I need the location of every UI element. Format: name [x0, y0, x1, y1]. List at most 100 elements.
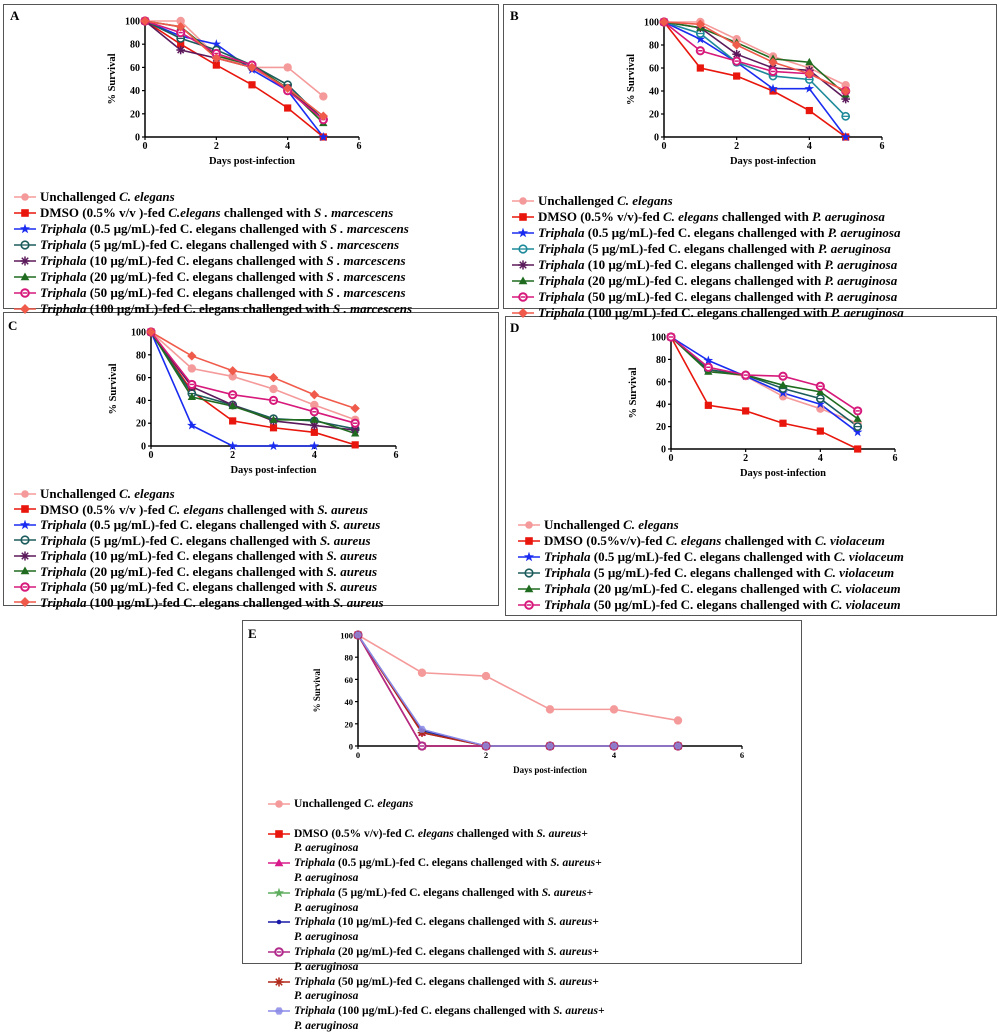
chart-a-legend-pathogen: S . marcescens	[326, 253, 406, 269]
chart-c-y-tick: 60	[136, 373, 146, 384]
chart-e-series-3-line	[357, 634, 678, 747]
chart-c-series-1-line	[150, 331, 356, 446]
chart-e-legend-symbol	[274, 947, 284, 957]
panel-e	[242, 620, 802, 964]
chart-a-legend-pathogen: S . marcescens	[314, 205, 394, 221]
chart-d-y-tick: 60	[656, 377, 666, 388]
chart-b-legend-marker	[512, 276, 534, 285]
chart-e-legend-mid: (0.5 µg/mL)-fed C. elegans challenged wi…	[335, 857, 551, 870]
chart-d-legend-symbol	[524, 584, 534, 593]
chart-c-series-6-point	[309, 407, 319, 417]
chart-a-series-0-point	[176, 16, 185, 26]
chart-a-legend-mid: (10 µg/mL)-fed C. elegans challenged wit…	[86, 253, 327, 269]
chart-b-legend-italic: Triphala	[538, 241, 585, 257]
chart-b-x-tick: 0	[662, 141, 667, 152]
chart-d-legend-italic: Triphala	[544, 581, 591, 597]
chart-c-series-5-point	[269, 415, 278, 423]
chart-d-legend-italic: C. elegans	[665, 533, 722, 549]
chart-e-series-1-line	[357, 634, 678, 747]
chart-d-legend-marker	[518, 600, 540, 610]
chart-a-legend-mid: (20 µg/mL)-fed C. elegans challenged wit…	[86, 269, 327, 285]
panel-label-d: D	[510, 320, 520, 335]
chart-b-legend-item: Triphala (10 µg/mL)-fed C. elegans chall…	[512, 257, 904, 273]
chart-e-legend-marker	[268, 977, 290, 987]
chart-e-series-0-line	[357, 634, 679, 722]
chart-e-y-tick: 40	[345, 697, 354, 707]
chart-e-legend-pathogen: S. aureus+	[553, 1005, 605, 1018]
chart-b-legend-lead: DMSO (0.5% v/v)-fed	[538, 209, 663, 225]
chart-e-series-6-line	[357, 634, 678, 747]
chart-e-legend-item: Unchallenged C. elegans	[268, 797, 605, 827]
chart-a-series-2-point	[318, 131, 329, 142]
chart-a-series-2-point	[211, 39, 222, 49]
chart-c-series-7-point	[350, 403, 360, 414]
chart-b-y-label: % Survival	[626, 54, 637, 105]
chart-d-y-tick: 100	[651, 333, 666, 344]
chart-e-series-7-line	[357, 634, 678, 747]
chart-d-series-2-line	[670, 336, 859, 433]
chart-c-legend-marker	[14, 551, 36, 561]
chart-d-series-4-point	[853, 414, 862, 422]
chart-d-series-1-point	[779, 419, 787, 427]
chart-e-series-0-point	[417, 668, 427, 677]
chart-e-y-tick: 60	[345, 675, 354, 685]
chart-c-series-5-line	[150, 331, 356, 435]
chart-d-legend-italic: Triphala	[544, 597, 591, 613]
chart-a-legend-italic: Triphala	[40, 269, 87, 285]
chart-c-y-tick: 0	[141, 442, 146, 453]
chart-e-legend-item: Triphala (10 µg/mL)-fed C. elegans chall…	[268, 915, 605, 945]
chart-d-legend-lead: DMSO (0.5%v/v)-fed	[544, 533, 666, 549]
chart-a-series-6-line	[144, 20, 324, 121]
chart-e-legend-symbol	[275, 800, 283, 808]
chart-c-series-5-point	[228, 401, 237, 410]
chart-a-legend-italic: Triphala	[40, 285, 87, 301]
chart-d-y-tick: 20	[656, 422, 666, 433]
chart-a-legend-label: Triphala (100 µg/mL)-fed C. elegans chal…	[40, 301, 412, 317]
chart-d-series-4-point	[816, 387, 825, 395]
chart-b-series-1-line	[663, 21, 847, 138]
chart-a-legend-mid: (100 µg/mL)-fed C. elegans challenged wi…	[86, 301, 334, 317]
chart-e-series-5-point	[417, 741, 427, 751]
chart-d-legend-label: Triphala (5 µg/mL)-fed C. elegans challe…	[544, 565, 894, 581]
chart-d-legend-mid: (0.5 µg/mL)-fed C. elegans challenged wi…	[590, 549, 834, 565]
chart-c-legend-pathogen: C. elegans	[119, 486, 175, 501]
chart-e-legend-label: Triphala (10 µg/mL)-fed C. elegans chall…	[294, 915, 599, 945]
chart-c-legend-marker	[14, 581, 36, 592]
chart-b-legend-marker	[512, 260, 534, 270]
chart-b-legend-label: DMSO (0.5% v/v)-fed C. elegans challenge…	[538, 209, 885, 225]
panel-label-c: C	[8, 318, 18, 333]
chart-a-legend-label: Triphala (0.5 µg/mL)-fed C. elegans chal…	[40, 221, 409, 237]
chart-b-series-1-point	[769, 87, 777, 95]
chart-e-legend-marker	[268, 829, 290, 838]
chart-e-x-tick: 6	[740, 750, 744, 760]
chart-c-legend-marker	[14, 489, 36, 498]
chart-c-legend-mid: (100 µg/mL)-fed C. elegans challenged wi…	[86, 594, 334, 610]
chart-a-series-7-point	[247, 62, 257, 73]
chart-c-series-6-point	[268, 395, 279, 405]
chart-a-legend-italic: Triphala	[40, 253, 87, 269]
chart-b-series-7-point	[840, 86, 851, 96]
chart-e-legend-symbol	[274, 858, 284, 867]
chart-a-legend-item: Triphala (50 µg/mL)-fed C. elegans chall…	[14, 285, 412, 301]
chart-d-series-4-line	[670, 336, 859, 420]
chart-d-series-5-point	[741, 370, 751, 380]
chart-d-series-3-point	[853, 422, 863, 431]
chart-b-y-tick: 60	[649, 64, 659, 75]
chart-d-series-2-point	[815, 399, 826, 409]
chart-a-series-7-point	[282, 83, 293, 93]
chart-b-legend-pathogen: C. elegans	[617, 193, 673, 209]
chart-e-legend-italic: Triphala	[294, 886, 336, 899]
chart-b-legend-pathogen: P. aeruginosa	[818, 241, 891, 257]
chart-c-x-tick: 0	[149, 450, 154, 461]
chart-c-legend-pathogen: S. aureus	[317, 501, 368, 517]
chart-b-series-7-point	[768, 57, 778, 67]
chart-d-y-tick: 80	[656, 355, 666, 366]
panel-label-a: A	[10, 8, 20, 23]
chart-a-y-label: % Survival	[107, 53, 118, 104]
chart-e-legend-italic: C. elegans	[404, 827, 454, 840]
chart-b-legend-pathogen: P. aeruginosa	[824, 257, 898, 273]
chart-b-y-tick: 20	[649, 110, 659, 121]
chart-e-legend-italic: Triphala	[294, 857, 336, 870]
chart-b-legend-mid: (0.5 µg/mL)-fed C. elegans challenged wi…	[584, 225, 828, 241]
